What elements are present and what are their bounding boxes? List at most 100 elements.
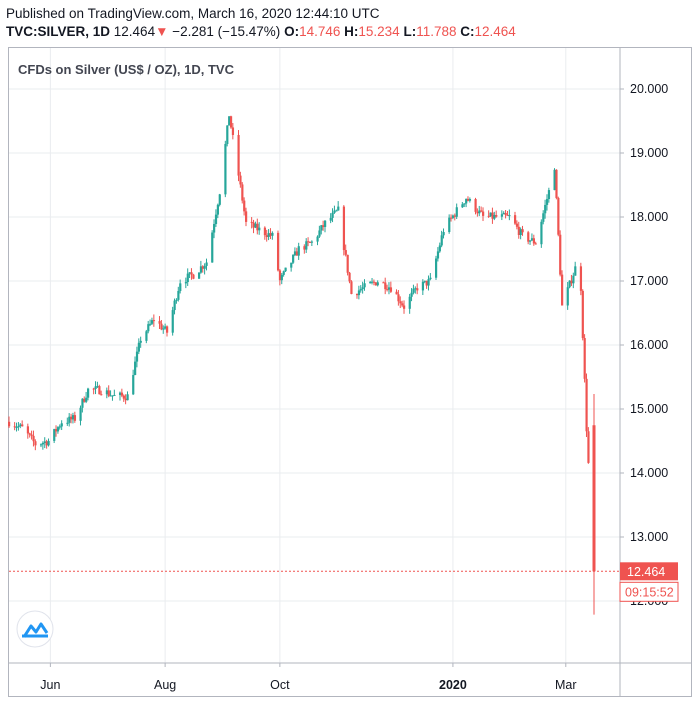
candle	[346, 254, 349, 276]
candle	[423, 280, 426, 284]
candle	[324, 220, 327, 233]
candle	[382, 281, 385, 284]
candle	[544, 199, 547, 219]
candle	[245, 207, 248, 227]
candle	[372, 279, 376, 286]
candle	[201, 265, 204, 273]
candle	[276, 230, 280, 272]
candle	[335, 209, 338, 212]
candle	[292, 254, 295, 264]
candle	[466, 196, 470, 202]
candle	[574, 261, 577, 276]
candle	[403, 300, 406, 314]
candle	[389, 281, 393, 293]
candle	[120, 388, 124, 398]
close-label: C:	[460, 24, 475, 39]
candle	[258, 222, 261, 235]
low-value: 11.788	[416, 24, 457, 39]
candle	[105, 387, 109, 399]
candle	[527, 230, 530, 245]
candle	[152, 314, 156, 327]
candle	[493, 211, 496, 221]
candle	[203, 263, 206, 275]
candle	[436, 247, 440, 262]
symbol-label: TVC:SILVER, 1D	[6, 24, 111, 39]
candle	[555, 169, 558, 200]
candle	[109, 390, 112, 397]
candle	[68, 413, 71, 427]
candle	[429, 273, 432, 281]
change-value: −2.281 (−15.47%)	[172, 24, 281, 39]
candle	[132, 369, 135, 396]
time-axis[interactable]: Jun Aug Oct 2020 Mar	[9, 662, 692, 692]
candle	[530, 233, 534, 241]
candle	[211, 230, 214, 263]
price-axis[interactable]: 20.000 19.000 18.000 17.000 16.000 15.000 14.0…	[619, 48, 679, 697]
candle	[134, 356, 137, 376]
candle	[81, 398, 84, 413]
candle	[487, 210, 490, 218]
candle	[231, 122, 235, 140]
time-tick-label: Oct	[270, 678, 290, 692]
candle	[79, 405, 82, 426]
candle	[421, 279, 425, 296]
candle	[34, 439, 37, 451]
candle	[96, 381, 99, 388]
candle	[284, 267, 287, 272]
high-label: H:	[344, 24, 359, 39]
candle	[322, 220, 325, 231]
time-tick-label: Mar	[555, 678, 577, 692]
candle	[158, 316, 161, 329]
price-tick-label: 14.000	[630, 466, 668, 480]
candle	[465, 198, 468, 208]
candles	[8, 115, 596, 615]
candle	[87, 387, 90, 401]
candle	[559, 230, 562, 277]
last-price-badge	[620, 562, 678, 581]
candle	[241, 182, 244, 204]
candle	[28, 432, 31, 438]
candle	[376, 280, 379, 287]
candle	[58, 424, 61, 430]
candle	[438, 242, 441, 253]
candle	[513, 211, 517, 225]
candle	[239, 171, 242, 188]
tradingview-logo-icon[interactable]	[16, 610, 54, 648]
price-tick-label: 13.000	[630, 530, 668, 544]
candle	[85, 391, 88, 404]
candle	[190, 268, 193, 280]
candle	[41, 441, 45, 450]
candle	[32, 430, 35, 447]
candle	[135, 346, 139, 368]
candle	[26, 423, 30, 439]
candle	[70, 413, 73, 424]
candle	[83, 396, 86, 403]
candle	[19, 423, 22, 429]
candle	[228, 116, 231, 126]
candle	[425, 280, 428, 289]
candle	[568, 280, 571, 289]
candle	[350, 280, 353, 295]
candle	[480, 206, 483, 213]
candle	[305, 238, 308, 253]
candle	[265, 229, 268, 242]
candle	[267, 229, 270, 241]
published-line: Published on TradingView.com, March 16, …	[6, 6, 380, 21]
candle	[517, 221, 520, 239]
candle	[310, 240, 314, 246]
candle	[333, 205, 336, 214]
price-tick-label: 16.000	[630, 338, 668, 352]
candle	[329, 213, 332, 224]
candle	[491, 207, 494, 224]
candle	[295, 247, 298, 256]
high-value: 15.234	[358, 24, 400, 39]
candle	[451, 214, 455, 220]
candle	[363, 279, 366, 291]
candle	[126, 391, 129, 401]
candle	[184, 277, 188, 289]
candle	[344, 244, 347, 257]
candle	[440, 230, 443, 248]
candle	[579, 262, 583, 296]
candle	[21, 420, 24, 427]
